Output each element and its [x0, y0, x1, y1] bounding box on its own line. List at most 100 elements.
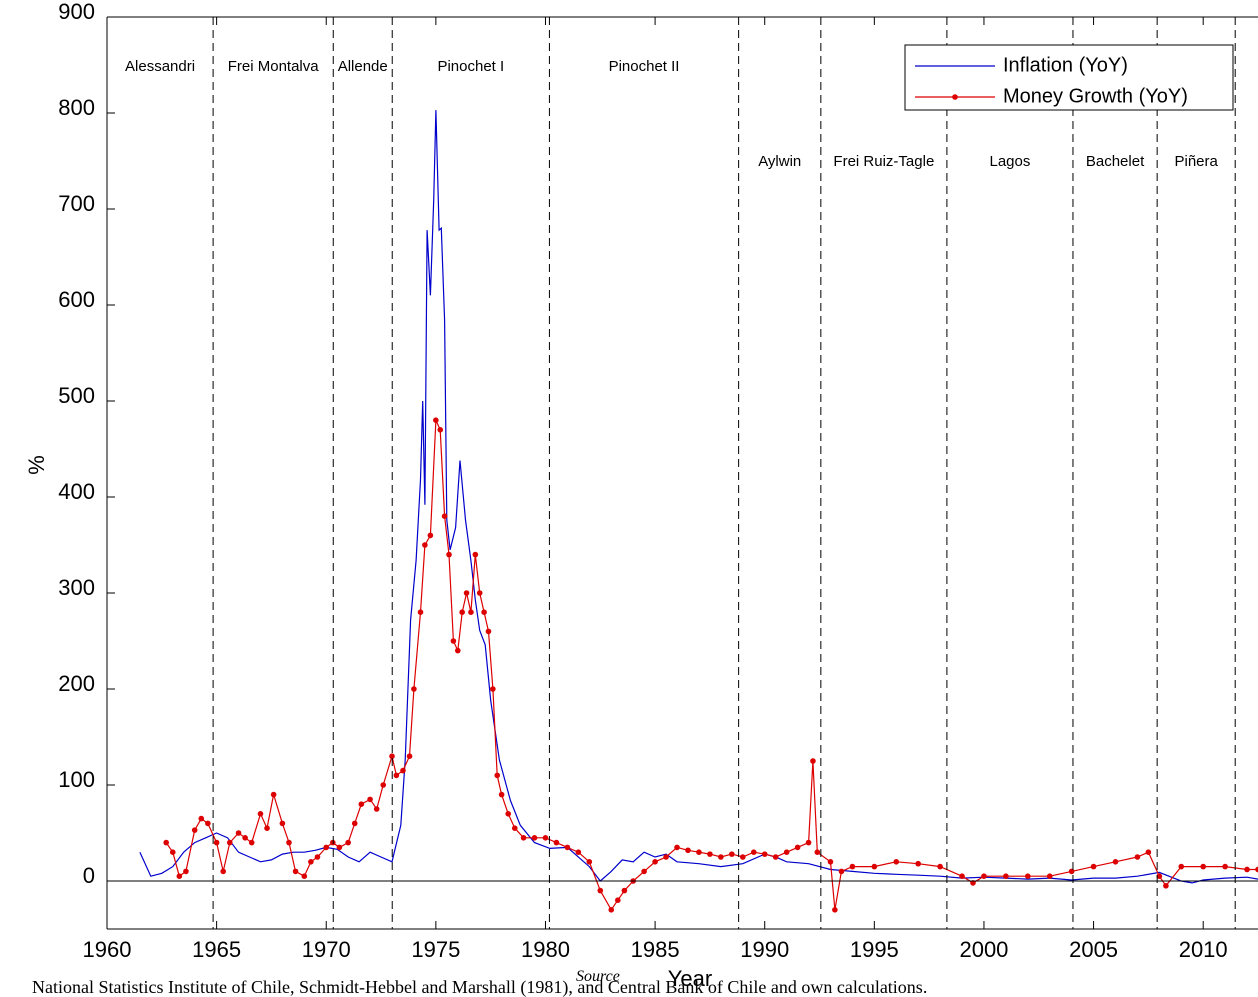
regime-label: Pinochet I: [437, 58, 504, 75]
legend-box: [904, 44, 1234, 111]
series-marker: [542, 835, 549, 841]
series-marker: [783, 849, 790, 855]
series-marker: [248, 839, 255, 846]
series-marker: [597, 887, 604, 894]
x-tick-label: 1965: [192, 937, 241, 962]
series-marker: [1200, 863, 1206, 870]
series-marker: [832, 907, 838, 913]
series-marker: [358, 801, 365, 807]
series-marker: [674, 844, 680, 851]
x-tick-label: 1960: [83, 937, 132, 962]
x-tick-label: 2010: [1179, 937, 1228, 962]
series-marker: [511, 825, 518, 831]
series-marker: [652, 859, 658, 865]
series-marker: [490, 686, 496, 692]
series-marker: [1003, 873, 1009, 879]
series-marker: [1255, 866, 1258, 873]
regime-label: Allende: [338, 58, 388, 75]
series-marker: [468, 609, 474, 615]
series-marker: [772, 854, 779, 860]
series-marker: [257, 811, 264, 817]
series-marker: [191, 827, 198, 833]
series-marker: [454, 647, 461, 654]
legend-label: Money Growth (YoY): [1003, 85, 1188, 107]
series-marker: [981, 873, 987, 879]
series-marker: [433, 417, 439, 424]
regime-label: Bachelet: [1086, 153, 1145, 170]
series-marker: [750, 849, 757, 855]
series-marker: [1112, 859, 1119, 865]
series-marker: [959, 873, 965, 879]
regime-label: Aylwin: [758, 153, 801, 170]
series-marker: [476, 590, 483, 596]
series-marker: [437, 427, 444, 433]
series-marker: [220, 868, 226, 875]
x-axis-label: Year: [668, 966, 712, 991]
series-marker: [367, 796, 373, 803]
series-marker: [663, 854, 669, 860]
y-tick-label: 500: [58, 383, 95, 408]
series-marker: [205, 820, 211, 827]
series-marker: [323, 844, 330, 851]
x-tick-label: 1990: [740, 937, 789, 962]
series-marker: [345, 839, 351, 846]
source-label: Source: [576, 968, 620, 985]
series-marker: [213, 839, 220, 846]
series-marker: [279, 820, 286, 827]
series-marker: [441, 513, 448, 519]
series-marker: [226, 839, 233, 846]
series-marker: [400, 767, 406, 774]
series-marker: [380, 782, 387, 788]
series-marker: [1145, 849, 1152, 855]
series-marker: [893, 859, 900, 865]
series-marker: [729, 851, 735, 857]
regime-label: Frei Montalva: [228, 58, 320, 75]
series-marker: [450, 638, 457, 644]
series-marker: [485, 628, 492, 635]
series-marker: [393, 772, 400, 779]
series-marker: [1163, 883, 1169, 889]
series-marker: [970, 880, 976, 886]
y-tick-label: 900: [58, 0, 95, 24]
regime-label: Frei Ruiz-Tagle: [833, 153, 934, 170]
series-marker: [838, 868, 845, 875]
series-marker: [1222, 863, 1228, 870]
series-marker: [641, 868, 647, 875]
series-marker: [494, 772, 501, 779]
y-axis-label: %: [24, 455, 49, 475]
series-marker: [235, 830, 242, 836]
series-marker: [270, 791, 277, 798]
series-marker: [707, 851, 713, 857]
series-marker: [608, 907, 615, 913]
series-marker: [163, 839, 169, 846]
series-marker: [481, 609, 487, 615]
series-marker: [459, 609, 465, 615]
series-marker: [1090, 863, 1097, 870]
series-line: [165, 419, 1258, 911]
x-tick-label: 1975: [411, 937, 460, 962]
series-line: [139, 110, 1258, 884]
series-marker: [373, 806, 380, 812]
x-tick-label: 1995: [850, 937, 899, 962]
series-marker: [761, 851, 768, 857]
y-tick-label: 600: [58, 287, 95, 312]
series-marker: [1244, 866, 1250, 873]
series-marker: [718, 854, 724, 860]
y-tick-label: 100: [58, 767, 95, 792]
series-marker: [472, 551, 479, 558]
series-marker: [422, 542, 428, 548]
series-marker: [553, 839, 560, 846]
x-tick-label: 2000: [959, 937, 1008, 962]
series-marker: [336, 844, 343, 851]
series-marker: [1134, 854, 1141, 860]
series-marker: [242, 835, 248, 841]
series-marker: [498, 791, 505, 798]
series-marker: [685, 847, 691, 854]
x-tick-label: 2005: [1069, 937, 1118, 962]
series-marker: [810, 758, 816, 764]
series-marker: [292, 868, 299, 875]
series-marker: [286, 839, 292, 846]
series-marker: [1156, 873, 1163, 879]
y-tick-label: 700: [58, 191, 95, 216]
series-marker: [849, 863, 856, 870]
